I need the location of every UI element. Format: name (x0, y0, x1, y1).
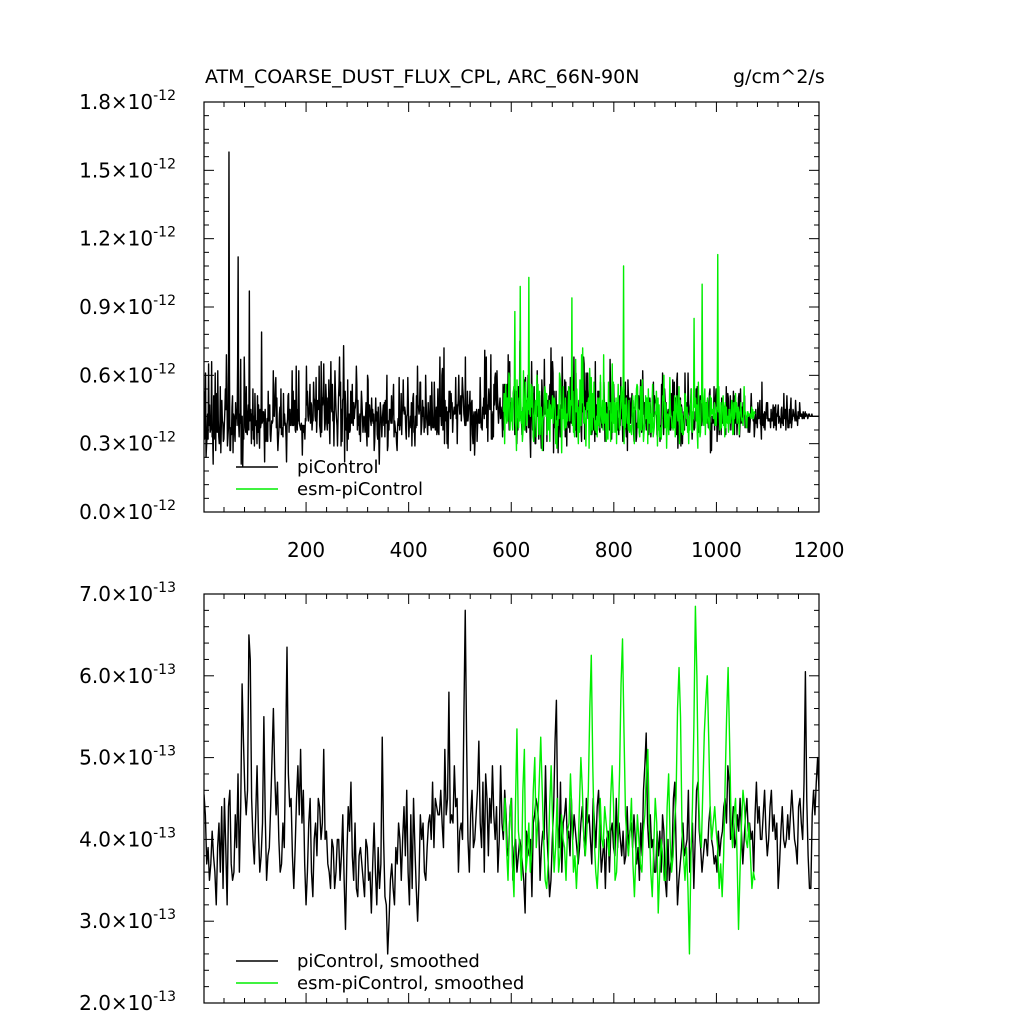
series-line-esm-picontrol-smoothed (502, 605, 756, 955)
x-tick-label: 200 (287, 538, 325, 562)
legend-label: piControl (297, 457, 379, 478)
y-tick-label: 1.5×10-12 (79, 156, 176, 182)
y-tick-label: 0.0×10-12 (79, 498, 176, 524)
legend-label: esm-piControl (297, 479, 423, 500)
y-tick-label: 5.0×10-13 (79, 744, 176, 770)
legend-label: esm-piControl, smoothed (297, 973, 524, 994)
x-tick-label: 400 (390, 538, 428, 562)
top-panel: 200 400 600 800 1000 1200 0.0×10-12 0.3×10-12 0.… (79, 88, 844, 562)
y-tick-label: 0.9×10-12 (79, 293, 176, 319)
legend-label: piControl, smoothed (297, 951, 480, 972)
x-tick-label: 800 (595, 538, 633, 562)
chart-title: ATM_COARSE_DUST_FLUX_CPL, ARC_66N-90N (205, 66, 639, 88)
series-group (204, 605, 819, 955)
y-tick-label: 2.0×10-13 (79, 989, 176, 1015)
y-tick-label: 1.2×10-12 (79, 225, 176, 251)
y-tick-label: 4.0×10-13 (79, 825, 176, 851)
y-tick-label: 3.0×10-13 (79, 907, 176, 933)
series-group (204, 151, 819, 468)
chart-units: g/cm^2/s (733, 66, 825, 88)
y-tick-label: 6.0×10-13 (79, 662, 176, 688)
y-tick-label: 7.0×10-13 (79, 580, 176, 606)
x-tick-label: 1200 (794, 538, 845, 562)
bottom-panel: 2.0×10-13 3.0×10-13 4.0×10-13 5.0×10-13 6.0×… (79, 580, 820, 1015)
plot-frame (203, 101, 820, 513)
y-tick-label: 0.3×10-12 (79, 430, 176, 456)
x-tick-label: 1000 (691, 538, 742, 562)
y-tick-label: 0.6×10-12 (79, 361, 176, 387)
series-line-esm-picontrol (502, 253, 756, 454)
series-line-picontrol-smoothed (204, 609, 819, 955)
x-tick-label: 600 (492, 538, 530, 562)
y-tick-label: 1.8×10-12 (79, 88, 176, 114)
